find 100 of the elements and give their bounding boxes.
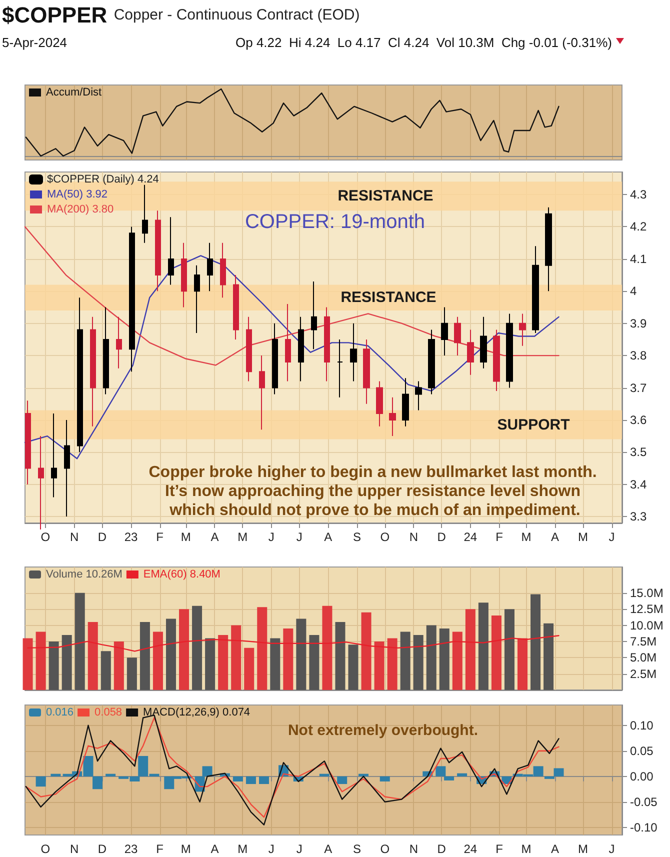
candlestick — [389, 396, 396, 437]
y-tick-label: 4 — [630, 284, 637, 298]
y-tick-label: 3.3 — [630, 510, 648, 524]
bar — [192, 606, 202, 690]
x-tick-label: J — [268, 530, 274, 544]
candlestick — [428, 329, 435, 395]
x-tick-label: O — [380, 530, 390, 544]
bar — [348, 644, 358, 690]
x-tick-label: D — [98, 842, 107, 856]
bar — [358, 774, 368, 776]
x-tick-label: O — [40, 842, 50, 856]
text: 5-Apr-2024 — [2, 35, 68, 50]
bar — [296, 618, 306, 690]
bar — [337, 776, 348, 784]
bar — [140, 622, 150, 690]
bar — [457, 773, 468, 776]
x-tick-label: D — [98, 530, 107, 544]
bar — [257, 607, 268, 690]
bar — [218, 634, 228, 690]
y-tick-label: 12.5M — [630, 602, 664, 616]
bar — [88, 622, 98, 690]
candlestick — [77, 297, 83, 453]
candlestick — [415, 380, 422, 411]
x-tick-label: A — [210, 530, 219, 544]
y-tick-label: 3.6 — [630, 412, 648, 427]
bar — [244, 648, 254, 690]
x-tick-label: D — [437, 530, 446, 544]
bar — [36, 776, 46, 787]
x-tick-label: O — [380, 842, 390, 856]
x-tick-label: J — [296, 530, 302, 544]
bar — [126, 658, 137, 690]
candlestick — [51, 413, 57, 498]
bar — [270, 638, 280, 690]
y-tick-label: 3.5 — [630, 445, 648, 460]
bar — [504, 609, 514, 690]
chart-subtitle: Copper - Continuous Contract (EOD) — [114, 6, 360, 24]
bar — [400, 632, 410, 690]
y-tick-label: 3.8 — [630, 348, 648, 363]
x-tick-label: M — [238, 530, 248, 544]
candlestick — [181, 242, 187, 308]
band-label: RESISTANCE — [338, 188, 434, 205]
x-tick-label: F — [496, 530, 503, 544]
x-tick-label: 23 — [124, 530, 138, 544]
bar — [322, 606, 332, 690]
x-tick-label: 24 — [464, 842, 478, 856]
candlestick — [506, 313, 513, 388]
bar — [283, 628, 294, 690]
candlestick — [25, 400, 31, 485]
legend-label: Volume 10.26M — [46, 568, 122, 580]
x-tick-label: N — [409, 530, 418, 544]
legend-label: $COPPER (Daily) 4.24 — [47, 174, 159, 186]
bar — [361, 612, 372, 690]
x-tick-label: A — [551, 530, 560, 544]
x-tick-label: 24 — [464, 530, 478, 544]
x-tick-label: J — [608, 842, 615, 856]
candlestick — [337, 338, 343, 398]
y-tick-label: 3.7 — [630, 380, 648, 395]
x-tick-label: M — [578, 842, 588, 856]
x-tick-label: N — [70, 842, 79, 856]
y-tick-label: 0.05 — [630, 744, 654, 758]
x-tick-label: D — [437, 842, 446, 856]
bar — [478, 602, 488, 690]
x-tick-label: M — [521, 842, 532, 856]
x-tick-label: F — [156, 842, 164, 856]
x-tick-label: 23 — [124, 842, 138, 856]
candlestick — [168, 216, 174, 286]
bar — [491, 616, 502, 690]
candlestick — [350, 322, 357, 382]
candlestick — [532, 246, 539, 334]
candlestick — [38, 436, 44, 530]
x-tick-label: A — [551, 842, 560, 856]
candlestick — [311, 280, 317, 350]
x-tick-label: F — [156, 530, 164, 544]
bar — [22, 638, 33, 690]
band-label: RESISTANCE — [340, 289, 436, 306]
x-tick-label: F — [496, 842, 503, 856]
y-tick-label: 10.0M — [630, 618, 664, 632]
text: Op 4.22 Hi 4.24 Lo 4.17 Cl 4.24 Vol 10.3M Chg -0.01 (-0.31%) — [236, 35, 612, 50]
candlestick — [519, 313, 526, 346]
candlestick — [233, 274, 239, 340]
y-tick-label: -0.05 — [630, 794, 658, 809]
x-tick-label: A — [324, 842, 332, 856]
candlestick — [64, 419, 70, 518]
bar — [48, 641, 59, 690]
bar — [258, 776, 269, 784]
candlestick — [103, 306, 109, 395]
bar — [518, 638, 528, 690]
bar — [50, 774, 61, 776]
candlestick — [493, 329, 500, 392]
candlestick — [116, 316, 122, 369]
bar — [114, 641, 124, 690]
x-tick-label: M — [521, 530, 532, 544]
candlestick — [467, 329, 474, 376]
legend-label: MA(50) 3.92 — [47, 188, 108, 200]
legend-label: 0.016 — [46, 706, 74, 718]
candlestick — [285, 304, 291, 382]
candlestick — [142, 184, 148, 244]
x-tick-label: M — [578, 530, 588, 544]
x-tick-label: J — [608, 530, 615, 544]
bar — [100, 651, 111, 690]
